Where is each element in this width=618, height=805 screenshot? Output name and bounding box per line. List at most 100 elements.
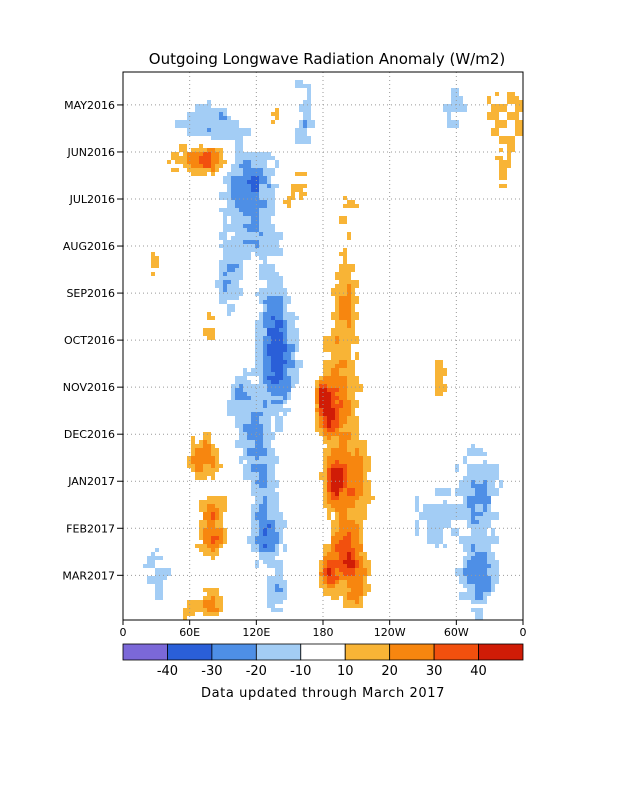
field-cell [255, 396, 259, 400]
field-cell [219, 284, 223, 288]
field-cell [275, 360, 279, 364]
field-cell [219, 496, 223, 500]
field-cell [511, 140, 515, 144]
field-cell [355, 424, 359, 428]
field-cell [279, 276, 283, 280]
field-cell [323, 360, 327, 364]
field-cell [463, 108, 467, 112]
field-cell [451, 108, 455, 112]
field-cell [283, 356, 287, 360]
field-cell [199, 528, 203, 532]
field-cell [267, 240, 271, 244]
field-cell [335, 340, 339, 344]
field-cell [215, 528, 219, 532]
field-cell [303, 120, 307, 124]
field-cell [507, 152, 511, 156]
field-cell [347, 408, 351, 412]
field-cell [251, 420, 255, 424]
field-cell [331, 472, 335, 476]
field-cell [331, 440, 335, 444]
field-cell [323, 452, 327, 456]
field-cell [479, 520, 483, 524]
field-cell [483, 532, 487, 536]
field-cell [343, 460, 347, 464]
field-cell [463, 484, 467, 488]
field-cell [323, 580, 327, 584]
field-cell [479, 452, 483, 456]
field-cell [491, 532, 495, 536]
field-cell [215, 500, 219, 504]
field-cell [295, 172, 299, 176]
field-cell [275, 240, 279, 244]
field-cell [147, 576, 151, 580]
field-cell [335, 532, 339, 536]
field-cell [191, 128, 195, 132]
field-cell [267, 416, 271, 420]
field-cell [475, 540, 479, 544]
field-cell [259, 180, 263, 184]
field-cell [451, 100, 455, 104]
field-cell [323, 564, 327, 568]
field-cell [351, 580, 355, 584]
field-cell [323, 460, 327, 464]
field-cell [227, 284, 231, 288]
field-cell [355, 300, 359, 304]
field-cell [259, 528, 263, 532]
field-cell [211, 508, 215, 512]
field-cell [279, 568, 283, 572]
field-cell [275, 292, 279, 296]
field-cell [427, 524, 431, 528]
field-cell [255, 232, 259, 236]
field-cell [187, 152, 191, 156]
field-cell [339, 308, 343, 312]
field-cell [471, 528, 475, 532]
field-cell [271, 576, 275, 580]
field-cell [347, 420, 351, 424]
field-cell [491, 556, 495, 560]
field-cell [475, 564, 479, 568]
field-cell [287, 348, 291, 352]
field-cell [227, 272, 231, 276]
field-cell [275, 356, 279, 360]
field-cell [195, 156, 199, 160]
x-tick-label: 60W [444, 626, 469, 639]
x-tick-label: 120W [374, 626, 406, 639]
field-cell [363, 476, 367, 480]
field-cell [263, 168, 267, 172]
field-cell [263, 164, 267, 168]
field-cell [211, 452, 215, 456]
field-cell [355, 556, 359, 560]
field-cell [255, 224, 259, 228]
field-cell [355, 576, 359, 580]
field-cell [495, 124, 499, 128]
field-cell [243, 232, 247, 236]
field-cell [239, 220, 243, 224]
field-cell [347, 316, 351, 320]
field-cell [351, 268, 355, 272]
field-cell [283, 316, 287, 320]
field-cell [455, 120, 459, 124]
field-cell [263, 308, 267, 312]
field-cell [439, 488, 443, 492]
field-cell [203, 156, 207, 160]
field-cell [287, 372, 291, 376]
field-cell [355, 544, 359, 548]
field-cell [343, 392, 347, 396]
field-cell [315, 400, 319, 404]
field-cell [331, 596, 335, 600]
field-cell [267, 208, 271, 212]
field-cell [347, 548, 351, 552]
field-cell [211, 444, 215, 448]
field-cell [263, 344, 267, 348]
field-cell [463, 508, 467, 512]
field-cell [279, 512, 283, 516]
field-cell [267, 176, 271, 180]
field-cell [255, 456, 259, 460]
field-cell [339, 420, 343, 424]
field-cell [243, 240, 247, 244]
field-cell [263, 332, 267, 336]
field-cell [339, 524, 343, 528]
field-cell [235, 252, 239, 256]
field-cell [263, 400, 267, 404]
field-cell [259, 404, 263, 408]
